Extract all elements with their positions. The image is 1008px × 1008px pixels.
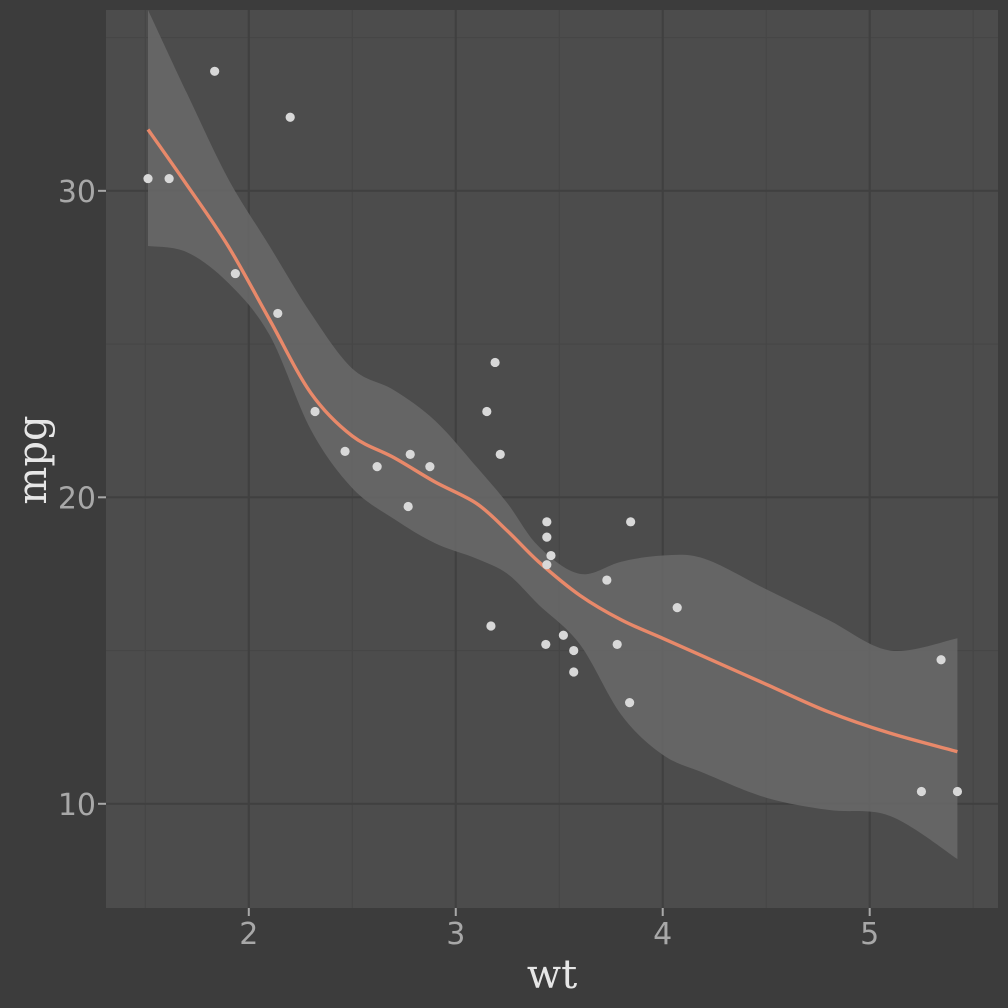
data-point [403,501,413,512]
data-point [569,645,579,656]
data-point [285,112,295,122]
scatter-points [143,66,963,797]
data-point [916,786,927,797]
data-point [602,575,612,585]
data-point [495,449,505,460]
data-point [273,308,283,319]
data-point [612,639,622,650]
y-axis-title: mpg [10,415,56,504]
x-tick-label: 5 [860,917,879,952]
data-point [210,66,220,76]
data-point [542,560,552,570]
data-point [546,550,556,561]
x-tick-label: 2 [239,917,258,952]
data-point [405,449,415,460]
y-tick-label: 20 [58,481,96,516]
x-axis-title: wt [527,952,577,998]
data-point [372,462,382,472]
data-point [425,462,435,472]
data-point [542,517,552,527]
axis-ticks: 2 3 4 5 10 20 30 [58,175,879,952]
data-point [672,603,682,613]
data-point [310,406,320,417]
x-tick-label: 4 [653,917,672,952]
data-point [230,268,240,279]
data-point [626,517,636,527]
data-point [486,621,496,631]
confidence-band [148,10,958,859]
data-point [490,357,500,368]
data-point [542,532,552,542]
y-tick-label: 30 [58,175,96,210]
data-point [143,173,153,184]
data-point [569,667,579,677]
y-tick-label: 10 [58,788,96,823]
data-point [340,446,350,456]
smooth-line [146,128,958,754]
data-point [541,639,551,650]
data-point [936,655,946,665]
data-point [952,786,963,797]
data-point [164,173,174,184]
data-point [482,406,492,417]
data-point [558,630,568,640]
data-point [625,698,635,708]
x-tick-label: 3 [446,917,465,952]
